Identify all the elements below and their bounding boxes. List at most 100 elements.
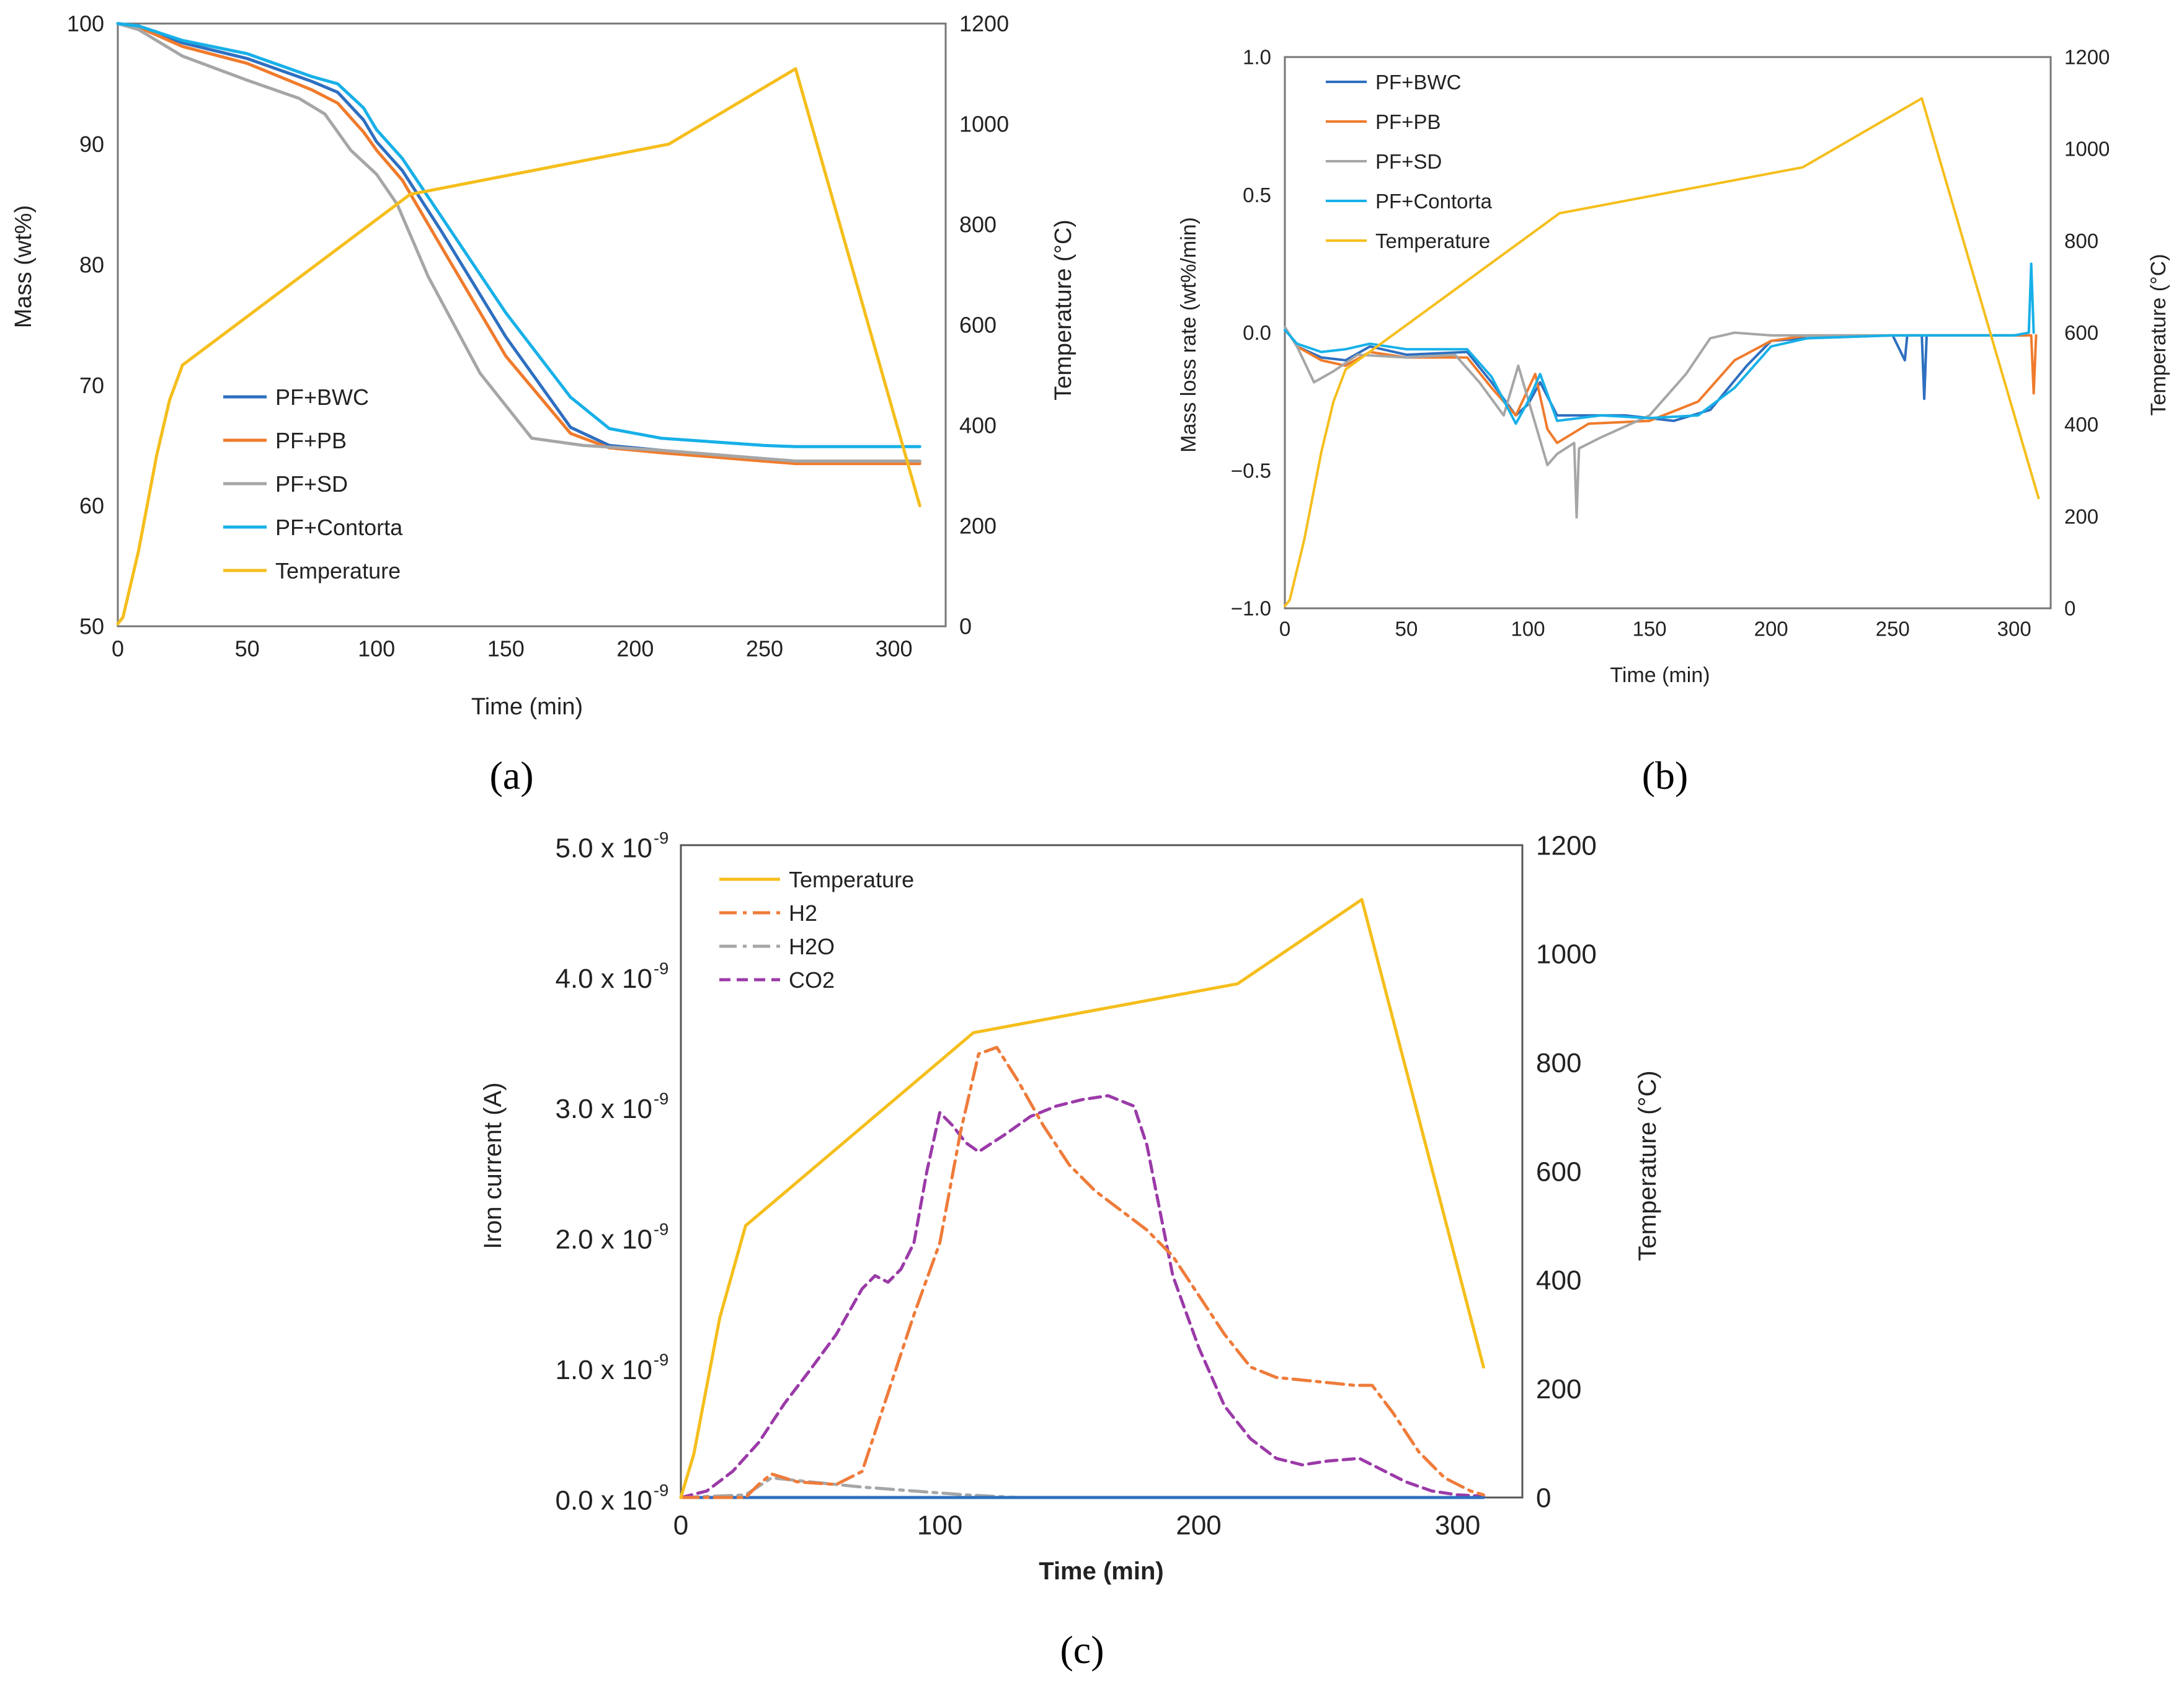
y2-tick-label: 400 <box>959 413 997 438</box>
legend-label-pf-sd: PF+SD <box>275 471 348 497</box>
y-tick-label: 90 <box>79 131 104 157</box>
series-line-pf-pb <box>116 22 921 466</box>
y-tick-label: 0.0 <box>1243 321 1271 344</box>
y2-tick-label: 800 <box>1536 1048 1581 1078</box>
y2-tick-label: 200 <box>959 513 997 539</box>
y-tick-label: 80 <box>79 252 104 277</box>
x-tick-label: 200 <box>1754 618 1788 641</box>
y2-tick-label: 1200 <box>1536 830 1597 861</box>
legend-label-temperature: Temperature <box>1375 229 1490 252</box>
chart-b-x-ticks: 0 50 100 150 200 250 300 <box>1279 618 2031 641</box>
x-tick-label: 300 <box>1435 1510 1480 1540</box>
chart-b-y2-ticks: 0 200 400 600 800 1000 1200 <box>2064 46 2110 620</box>
y2-tick-label: 600 <box>2064 321 2098 344</box>
legend-label-pf-contorta: PF+Contorta <box>1375 190 1493 213</box>
chart-b-y-axis-title: Mass loss rate (wt%/min) <box>1177 217 1201 453</box>
chart-b: 0 50 100 150 200 250 300 −1.0 −0.5 0.0 0.5 1.0 0 20… <box>1177 46 2170 797</box>
legend-label-pf-sd: PF+SD <box>1375 150 1442 173</box>
x-tick-label: 100 <box>917 1510 962 1540</box>
series-line-h2 <box>679 1045 1485 1499</box>
x-tick-label: 100 <box>1511 618 1545 641</box>
chart-a-y2-axis-title: Temperature (°C) <box>1050 220 1076 401</box>
y-tick-label: 2.0 x 10 <box>555 1225 652 1255</box>
chart-a-x-ticks: 0 50 100 150 200 250 300 <box>112 636 913 662</box>
y2-tick-label: 1200 <box>959 11 1009 37</box>
legend-label-pf-pb: PF+PB <box>275 428 347 453</box>
y2-tick-label: 400 <box>2064 413 2098 436</box>
chart-b-panel-label: (b) <box>1642 753 1689 797</box>
chart-b-y-ticks: −1.0 −0.5 0.0 0.5 1.0 <box>1231 46 1271 620</box>
x-tick-label: 50 <box>1395 618 1418 641</box>
x-tick-label: 100 <box>358 636 395 662</box>
chart-c-x-ticks: 0 100 200 300 <box>673 1510 1481 1540</box>
series-line-temperature <box>1284 97 2040 608</box>
chart-b-series <box>1284 97 2040 608</box>
chart-a: 0 50 100 150 200 250 300 50 60 70 80 90 100 0 200 400… <box>11 11 1076 797</box>
legend-label-pf-contorta: PF+Contorta <box>275 515 403 540</box>
y-tick-exponent: -9 <box>654 1350 668 1369</box>
chart-b-x-axis-title: Time (min) <box>1610 663 1710 687</box>
y2-tick-label: 1000 <box>2064 138 2110 161</box>
y-tick-exponent: -9 <box>654 1220 668 1239</box>
x-tick-label: 150 <box>1633 618 1667 641</box>
y-tick-exponent: -9 <box>654 959 668 978</box>
legend-label-pf-bwc: PF+BWC <box>1375 71 1461 94</box>
chart-c-x-axis-title: Time (min) <box>1039 1558 1164 1585</box>
chart-c-y-axis-title: Iron current (A) <box>479 1083 507 1249</box>
chart-c-y2-ticks: 0 200 400 600 800 1000 1200 <box>1536 830 1597 1513</box>
y2-tick-label: 800 <box>959 212 997 237</box>
y-tick-label: −1.0 <box>1231 597 1271 620</box>
y-tick-label: 100 <box>67 11 104 37</box>
chart-a-y2-ticks: 0 200 400 600 800 1000 1200 <box>959 11 1009 639</box>
y-tick-exponent: -9 <box>654 828 668 847</box>
chart-b-legend: PF+BWC PF+PB PF+SD PF+Contorta Temperature <box>1326 71 1493 252</box>
chart-c-y-ticks: 0.0 x 10 -91.0 x 10 -92.0 x 10 -93.0 x 10 -9… <box>555 828 668 1515</box>
x-tick-label: 200 <box>1176 1510 1221 1540</box>
x-tick-label: 300 <box>876 636 913 662</box>
series-line-pf-sd <box>1284 326 2016 519</box>
y-tick-label: −0.5 <box>1231 459 1271 482</box>
legend-label-pf-bwc: PF+BWC <box>275 384 369 410</box>
y-tick-label: 3.0 x 10 <box>555 1094 652 1124</box>
y2-tick-label: 1000 <box>959 112 1009 137</box>
y2-tick-label: 600 <box>1536 1156 1581 1187</box>
y-tick-label: 50 <box>79 614 104 639</box>
y-tick-exponent: -9 <box>654 1089 668 1108</box>
chart-c-panel-label: (c) <box>1060 1628 1104 1672</box>
y-tick-label: 70 <box>79 373 104 398</box>
x-tick-label: 0 <box>112 636 124 662</box>
y2-tick-label: 1200 <box>2064 46 2110 69</box>
legend-label-h2o: H2O <box>789 934 835 959</box>
y-tick-label: 0.0 x 10 <box>555 1485 652 1515</box>
y-tick-label: 1.0 x 10 <box>555 1355 652 1385</box>
y-tick-label: 60 <box>79 493 104 518</box>
chart-a-x-axis-title: Time (min) <box>471 694 583 720</box>
y2-tick-label: 1000 <box>1536 939 1597 970</box>
chart-c: 0 100 200 300 0.0 x 10 -91.0 x 10 -92.0 x 10-… <box>479 828 1661 1672</box>
series-line-temperature <box>116 67 921 626</box>
y2-tick-label: 200 <box>1536 1374 1581 1404</box>
legend-label-pf-pb: PF+PB <box>1375 110 1440 133</box>
y2-tick-label: 0 <box>1536 1483 1551 1513</box>
chart-a-legend: PF+BWC PF+PB PF+SD PF+Contorta Temperature <box>223 384 403 583</box>
chart-b-y2-axis-title: Temperature (°C) <box>2147 254 2170 415</box>
x-tick-label: 200 <box>616 636 654 662</box>
y2-tick-label: 0 <box>2064 597 2075 620</box>
chart-a-y-axis-title: Mass (wt%) <box>11 205 37 328</box>
x-tick-label: 0 <box>673 1510 688 1540</box>
chart-a-panel-label: (a) <box>489 753 533 797</box>
chart-c-legend: Temperature H2 H2O CO2 <box>719 867 914 993</box>
series-line-pf-contorta <box>116 22 921 448</box>
x-tick-label: 50 <box>235 636 260 662</box>
x-tick-label: 150 <box>487 636 525 662</box>
y2-tick-label: 600 <box>959 313 997 338</box>
chart-b-plot-frame <box>1284 56 2052 610</box>
legend-label-h2: H2 <box>789 900 817 926</box>
series-line-temperature <box>679 898 1485 1499</box>
chart-c-series <box>679 898 1485 1499</box>
y2-tick-label: 400 <box>1536 1266 1581 1296</box>
y-tick-label: 0.5 <box>1243 184 1271 206</box>
y2-tick-label: 200 <box>2064 505 2098 528</box>
x-tick-label: 250 <box>746 636 783 662</box>
